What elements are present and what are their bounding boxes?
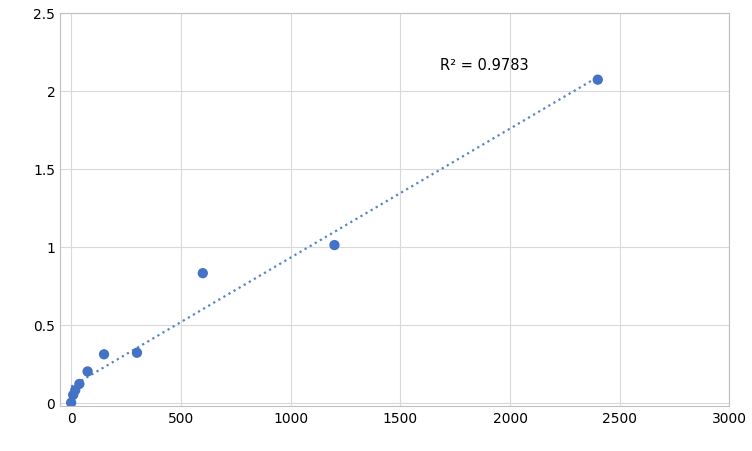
- Point: [329, 242, 341, 249]
- Point: [197, 270, 209, 277]
- Point: [592, 77, 604, 84]
- Point: [74, 381, 86, 388]
- Point: [131, 350, 143, 357]
- Point: [81, 368, 93, 375]
- Point: [98, 351, 110, 358]
- Point: [67, 391, 79, 399]
- Text: R² = 0.9783: R² = 0.9783: [440, 57, 529, 73]
- Point: [69, 387, 81, 394]
- Point: [65, 399, 77, 406]
